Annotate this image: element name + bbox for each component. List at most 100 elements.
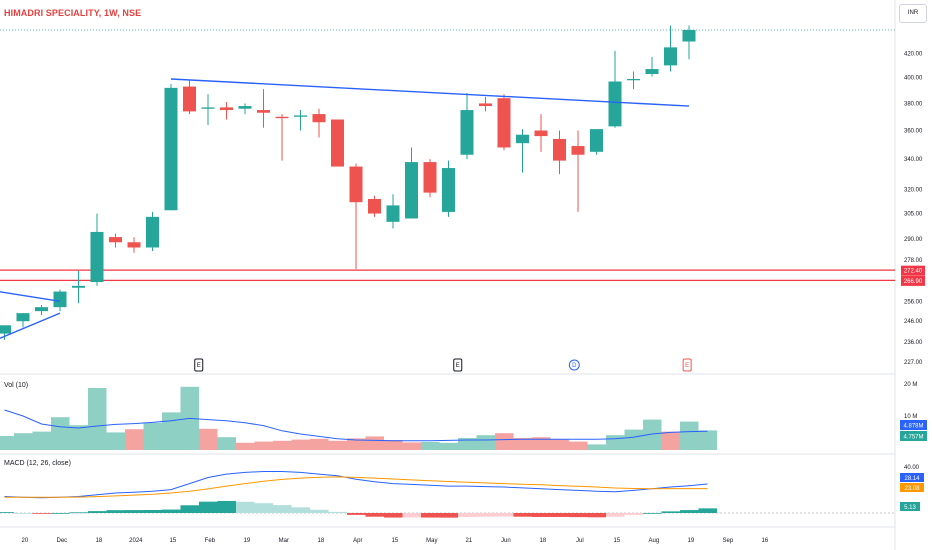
- volume-bar: [569, 441, 588, 450]
- macd-value-box: [900, 473, 924, 482]
- time-axis-label: Feb: [205, 538, 216, 544]
- event-marker-label: E: [197, 363, 201, 369]
- macd-histogram-bar: [698, 508, 717, 513]
- candle-body: [146, 216, 159, 248]
- candle-body: [516, 134, 529, 144]
- macd-histogram-bar: [180, 505, 199, 513]
- volume-bar: [328, 440, 347, 450]
- volume-bar: [624, 429, 643, 450]
- volume-bar: [384, 440, 403, 450]
- time-axis-label: 21: [466, 538, 473, 544]
- candle-body: [590, 129, 603, 152]
- macd-histogram-bar: [587, 513, 606, 518]
- macd-histogram-bar: [476, 513, 495, 517]
- time-axis-label: 2024: [129, 538, 143, 544]
- volume-bar: [14, 433, 33, 450]
- time-axis-label: 19: [244, 538, 251, 544]
- macd-histogram-bar: [495, 513, 514, 517]
- currency-button[interactable]: INR: [899, 4, 927, 23]
- volume-bar: [458, 438, 477, 450]
- candle-body: [368, 198, 381, 214]
- time-axis-label: May: [426, 538, 437, 544]
- volume-bar: [106, 432, 125, 450]
- candle-body: [534, 130, 548, 137]
- volume-pane-label: Vol (10): [4, 382, 29, 389]
- price-tick-label: 227.00: [904, 360, 923, 366]
- time-axis-label: 18: [318, 538, 325, 544]
- time-axis-label: 16: [762, 538, 769, 544]
- earnings-marker: [194, 358, 204, 372]
- volume-bar: [236, 442, 255, 450]
- candle-body: [442, 168, 455, 212]
- candle-body: [35, 307, 48, 312]
- macd-histogram-bar: [273, 505, 292, 513]
- candle-body: [220, 107, 233, 111]
- dividend-marker: [568, 359, 580, 371]
- candle-body: [109, 237, 122, 243]
- volume-bar: [125, 429, 144, 450]
- time-axis-label: 15: [392, 538, 399, 544]
- trendline: [0, 291, 61, 302]
- time-axis-label: 18: [96, 538, 103, 544]
- macd-histogram-bar: [199, 501, 218, 513]
- candle-body: [0, 325, 11, 334]
- volume-bar: [587, 444, 606, 450]
- trendline: [0, 312, 61, 340]
- macd-histogram-bar: [0, 512, 14, 513]
- price-tick-label: 320.00: [904, 187, 923, 193]
- volume-bar: [680, 421, 699, 450]
- time-axis-label: Sep: [723, 538, 734, 544]
- volume-bar: [273, 440, 292, 450]
- volume-bar: [661, 431, 680, 450]
- volume-bar: [439, 442, 458, 450]
- volume-bar: [513, 438, 532, 450]
- signal-value: 23.08: [904, 486, 920, 492]
- volume-bar: [162, 412, 181, 450]
- price-label-box: [901, 265, 925, 276]
- time-axis-label: Jul: [576, 538, 584, 544]
- volume-bar: [0, 436, 14, 450]
- trendline: [170, 78, 690, 107]
- macd-histogram-bar: [236, 501, 255, 513]
- candle-body: [405, 162, 418, 219]
- volume-bar: [291, 439, 310, 450]
- macd-histogram-bar: [162, 509, 181, 513]
- histogram-value: 5.13: [904, 505, 916, 511]
- macd-histogram-bar: [106, 510, 125, 513]
- price-tick-label: 256.00: [904, 299, 923, 305]
- volume-bar: [606, 435, 625, 450]
- volume-ma-value-box: [900, 420, 927, 430]
- time-axis-label: Aug: [649, 538, 660, 544]
- macd-histogram-bar: [291, 507, 310, 513]
- earnings-marker: [453, 358, 463, 372]
- macd-histogram-bar: [88, 511, 107, 513]
- volume-bar: [199, 428, 218, 450]
- candle-body: [571, 146, 585, 155]
- macd-histogram-bar: [624, 513, 643, 515]
- candle-body: [460, 110, 474, 155]
- price-label-text: 272.40: [904, 269, 923, 275]
- time-axis-label: Apr: [353, 538, 362, 544]
- candle-body: [72, 285, 85, 288]
- event-marker-label: D: [572, 363, 577, 369]
- candle-body: [238, 106, 252, 109]
- volume-bar: [69, 425, 88, 450]
- macd-histogram-bar: [328, 511, 347, 513]
- signal-value-box: [900, 483, 924, 492]
- volume-bar: [476, 435, 495, 450]
- macd-histogram-bar: [421, 513, 440, 518]
- macd-histogram-bar: [680, 510, 699, 513]
- time-axis-label: Mar: [279, 538, 289, 544]
- macd-histogram-bar: [513, 513, 532, 517]
- candle-body: [312, 114, 326, 123]
- macd-histogram-bar: [606, 513, 625, 517]
- candle-body: [479, 103, 492, 107]
- candle-body: [423, 162, 437, 193]
- time-axis-label: 19: [688, 538, 695, 544]
- signal-line: [4, 476, 708, 498]
- macd-histogram-bar: [458, 513, 477, 517]
- event-marker-label: E: [456, 363, 460, 369]
- candle-body: [645, 69, 659, 74]
